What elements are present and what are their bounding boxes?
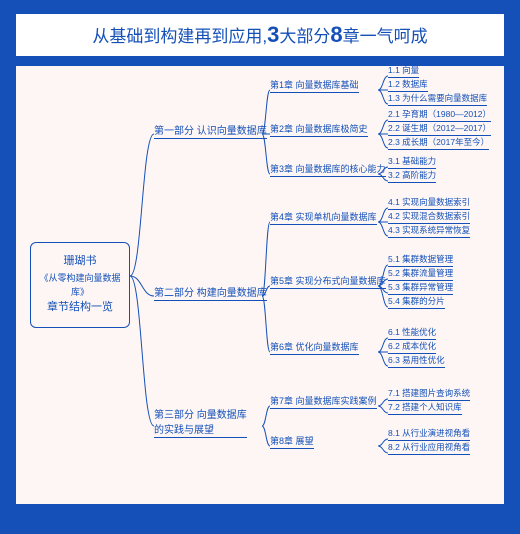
chapter-node: 第4章 实现单机向量数据库: [270, 210, 377, 225]
leaf-node: 7.2 搭建个人知识库: [388, 401, 462, 415]
leaf-node: 8.2 从行业应用视角看: [388, 441, 470, 455]
leaf-node: 8.1 从行业演进视角看: [388, 427, 470, 441]
chapter-node: 第5章 实现分布式向量数据库: [270, 274, 386, 289]
leaf-node: 5.1 集群数据管理: [388, 253, 453, 267]
chapter-node: 第2章 向量数据库极简史: [270, 122, 368, 137]
leaf-node: 1.1 向量: [388, 64, 419, 78]
chapter-node: 第6章 优化向量数据库: [270, 340, 359, 355]
leaf-node: 6.2 成本优化: [388, 340, 436, 354]
part-node: 第三部分 向量数据库的实践与展望: [154, 406, 247, 438]
leaf-node: 3.2 高阶能力: [388, 169, 436, 183]
leaf-node: 1.3 为什么需要向量数据库: [388, 92, 487, 106]
root-node: 珊瑚书《从零构建向量数据库》章节结构一览: [30, 242, 130, 328]
chapter-node: 第3章 向量数据库的核心能力: [270, 162, 386, 177]
leaf-node: 4.3 实现系统异常恢复: [388, 224, 470, 238]
chapter-node: 第8章 展望: [270, 434, 314, 449]
leaf-node: 1.2 数据库: [388, 78, 428, 92]
leaf-node: 2.2 诞生期（2012—2017）: [388, 122, 491, 136]
leaf-node: 6.1 性能优化: [388, 326, 436, 340]
part-node: 第二部分 构建向量数据库: [154, 284, 267, 301]
leaf-node: 2.3 成长期（2017年至今）: [388, 136, 489, 150]
title-banner: 从基础到构建再到应用,3大部分8章一气呵成: [16, 14, 504, 56]
leaf-node: 4.1 实现向量数据索引: [388, 196, 470, 210]
leaf-node: 5.3 集群异常管理: [388, 281, 453, 295]
chapter-node: 第7章 向量数据库实践案例: [270, 394, 377, 409]
part-node: 第一部分 认识向量数据库: [154, 122, 267, 139]
chapter-node: 第1章 向量数据库基础: [270, 78, 359, 93]
leaf-node: 3.1 基础能力: [388, 155, 436, 169]
mindmap-card: 珊瑚书《从零构建向量数据库》章节结构一览 第一部分 认识向量数据库 第1章 向量数…: [16, 66, 504, 504]
leaf-node: 2.1 孕育期（1980—2012）: [388, 108, 491, 122]
leaf-node: 5.2 集群流量管理: [388, 267, 453, 281]
leaf-node: 4.2 实现混合数据索引: [388, 210, 470, 224]
leaf-node: 7.1 搭建图片查询系统: [388, 387, 470, 401]
leaf-node: 6.3 易用性优化: [388, 354, 445, 368]
leaf-node: 5.4 集群的分片: [388, 295, 445, 309]
